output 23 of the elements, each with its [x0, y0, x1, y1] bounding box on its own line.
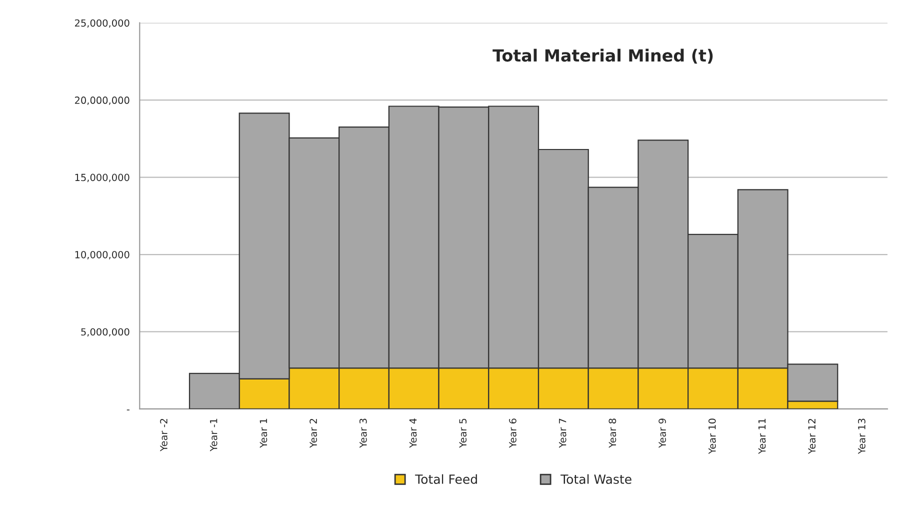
x-tick-label: Year 7	[559, 418, 566, 448]
x-tick-label: Year 10	[708, 418, 716, 454]
y-tick-label: 25,000,000	[74, 19, 130, 28]
x-tick-label: Year 11	[758, 418, 766, 454]
x-tick-label: Year 2	[310, 418, 317, 448]
x-tick-label: Year 8	[608, 418, 616, 448]
x-tick-label: Year 9	[658, 418, 666, 448]
y-tick-label: 20,000,000	[74, 96, 130, 105]
x-tick-label: Year 6	[509, 418, 516, 448]
y-tick-label: 10,000,000	[75, 250, 130, 260]
legend-label: Total Feed	[415, 474, 477, 484]
x-tick-label: Year 1	[260, 418, 268, 448]
y-tick-label: 15,000,000	[75, 174, 130, 182]
y-tick-label: 5,000,000	[81, 328, 130, 337]
x-tick-label: Year 12	[808, 418, 816, 454]
x-tick-label: Year 5	[459, 418, 467, 448]
x-tick-label: Year 13	[858, 418, 866, 454]
x-tick-label: Year -2	[160, 418, 168, 452]
x-tick-label: Year -1	[210, 418, 218, 452]
legend-label: Total Waste	[560, 474, 632, 484]
x-tick-label: Year 4	[409, 418, 417, 448]
text: Total Material Mined (t)	[492, 48, 713, 64]
x-tick-label: Year 3	[359, 418, 367, 448]
